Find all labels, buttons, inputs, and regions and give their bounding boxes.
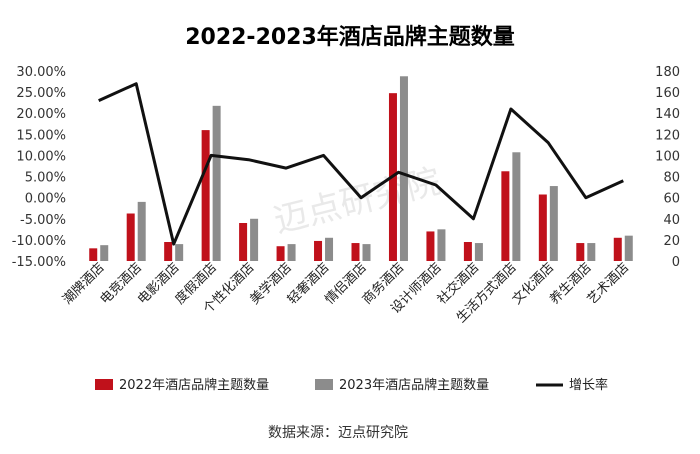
growth-line-path [98, 82, 624, 246]
left-tick-label: 15.00% [16, 128, 66, 143]
bar-2023 [250, 218, 259, 261]
bar-2022 [351, 243, 360, 261]
category-labels: 潮牌酒店电竞酒店电影酒店度假酒店个性化酒店美学酒店轻奢酒店情侣酒店商务酒店设计师… [59, 260, 632, 326]
chart-title: 2022-2023年酒店品牌主题数量 [185, 24, 515, 50]
source-note: 数据来源：迈点研究院 [268, 425, 408, 441]
category-label: 艺术酒店 [585, 260, 632, 307]
legend-label-growth: 增长率 [569, 377, 608, 393]
bar-2023 [512, 152, 521, 261]
right-tick-label: 120 [655, 128, 680, 143]
bar-2022 [501, 171, 510, 261]
bar-2023 [325, 237, 334, 261]
left-tick-label: -10.00% [12, 234, 66, 249]
growth-line [98, 82, 624, 246]
right-tick-label: 80 [663, 171, 680, 186]
bar-2022 [126, 213, 135, 261]
legend-label-2022: 2022年酒店品牌主题数量 [119, 377, 269, 393]
bar-2023 [212, 105, 221, 261]
bar-2022 [201, 130, 210, 261]
bar-2022 [89, 248, 98, 261]
legend: 2022年酒店品牌主题数量 2023年酒店品牌主题数量 增长率 [95, 377, 608, 393]
right-tick-label: 160 [655, 86, 680, 101]
left-tick-label: 0.00% [25, 192, 66, 207]
bar-2022 [538, 194, 547, 261]
left-tick-label: -5.00% [20, 213, 66, 228]
legend-swatch-2022 [95, 379, 113, 390]
bar-2022 [164, 242, 173, 261]
watermark: 迈点研究院 [270, 161, 445, 241]
right-tick-label: 0 [672, 255, 680, 270]
bar-2023 [137, 201, 146, 261]
right-tick-label: 40 [663, 213, 680, 228]
left-axis: -15.00% -10.00% -5.00% 0.00% 5.00% 10.00% 15.0… [12, 65, 66, 270]
bar-2023 [437, 229, 446, 261]
bar-2022 [314, 240, 323, 261]
bar-2023 [100, 245, 109, 261]
right-tick-label: 100 [655, 149, 680, 164]
legend-swatch-2023 [315, 379, 333, 390]
legend-label-2023: 2023年酒店品牌主题数量 [339, 377, 489, 393]
left-tick-label: 25.00% [16, 86, 66, 101]
left-tick-label: 30.00% [16, 65, 66, 80]
bar-2023 [624, 235, 633, 261]
bar-2023 [175, 244, 184, 261]
bar-2023 [362, 244, 371, 261]
left-tick-label: 5.00% [25, 171, 66, 186]
bar-2022 [463, 242, 472, 261]
bar-2022 [576, 243, 585, 261]
left-tick-label: 10.00% [16, 149, 66, 164]
right-tick-label: 180 [655, 65, 680, 80]
bar-2023 [549, 186, 558, 261]
right-tick-label: 140 [655, 107, 680, 122]
right-tick-label: 20 [663, 234, 680, 249]
bar-2022 [613, 237, 622, 261]
bar-2022 [426, 231, 435, 261]
left-tick-label: -15.00% [12, 255, 66, 270]
bar-2023 [287, 244, 296, 261]
bar-2022 [276, 246, 285, 261]
bar-2023 [587, 243, 596, 261]
bar-2022 [239, 223, 248, 261]
right-tick-label: 60 [663, 192, 680, 207]
left-tick-label: 20.00% [16, 107, 66, 122]
right-axis: 0 20 40 60 80 100 120 140 160 180 [655, 65, 680, 270]
bar-2023 [399, 76, 408, 262]
bar-2023 [474, 243, 483, 261]
